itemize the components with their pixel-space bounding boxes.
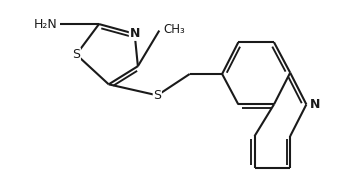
- Text: N: N: [130, 27, 140, 40]
- Text: N: N: [310, 98, 321, 111]
- Text: H₂N: H₂N: [34, 18, 58, 31]
- Text: S: S: [72, 48, 80, 61]
- Text: CH₃: CH₃: [164, 23, 185, 36]
- Text: S: S: [153, 89, 161, 102]
